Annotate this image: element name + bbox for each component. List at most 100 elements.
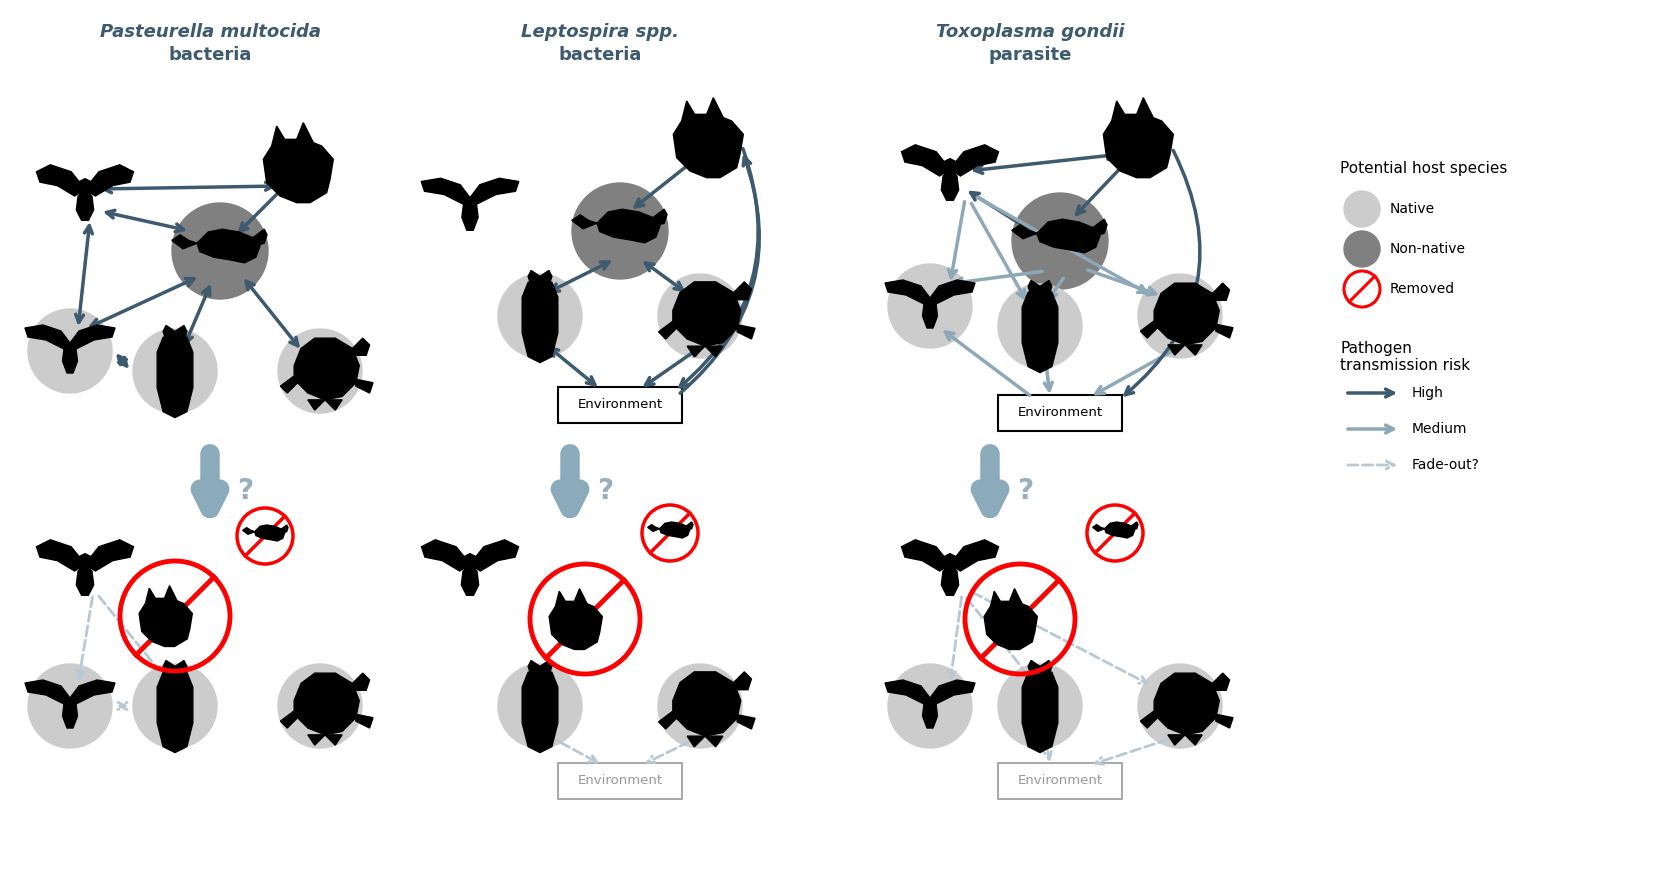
Polygon shape: [353, 338, 369, 355]
Polygon shape: [163, 325, 186, 344]
Polygon shape: [171, 235, 196, 248]
Polygon shape: [254, 229, 267, 246]
Text: Pathogen
transmission risk: Pathogen transmission risk: [1340, 341, 1471, 374]
Polygon shape: [942, 159, 959, 176]
Polygon shape: [1216, 714, 1232, 728]
Circle shape: [888, 664, 972, 748]
Polygon shape: [1140, 711, 1157, 728]
Circle shape: [573, 183, 668, 279]
Polygon shape: [1137, 98, 1153, 118]
Polygon shape: [71, 325, 114, 349]
Circle shape: [658, 274, 742, 358]
Polygon shape: [1009, 589, 1023, 603]
Polygon shape: [139, 598, 193, 647]
Polygon shape: [356, 380, 373, 393]
Text: parasite: parasite: [989, 46, 1071, 64]
Circle shape: [1138, 274, 1222, 358]
Polygon shape: [682, 101, 697, 121]
Polygon shape: [734, 282, 752, 300]
Circle shape: [171, 203, 269, 299]
Text: bacteria: bacteria: [559, 46, 641, 64]
Polygon shape: [470, 540, 519, 571]
Polygon shape: [165, 586, 176, 601]
Text: bacteria: bacteria: [168, 46, 252, 64]
Circle shape: [1343, 191, 1380, 227]
Text: ?: ?: [237, 477, 254, 505]
Polygon shape: [280, 376, 297, 393]
Polygon shape: [280, 711, 297, 728]
Polygon shape: [922, 698, 937, 728]
Polygon shape: [76, 564, 94, 596]
Polygon shape: [707, 98, 724, 118]
Polygon shape: [942, 564, 959, 596]
Polygon shape: [1023, 286, 1058, 373]
Polygon shape: [76, 189, 94, 220]
Polygon shape: [673, 282, 740, 346]
Polygon shape: [307, 400, 343, 411]
Circle shape: [1138, 664, 1222, 748]
Polygon shape: [1153, 673, 1219, 735]
Polygon shape: [556, 591, 568, 606]
Polygon shape: [930, 280, 975, 304]
Polygon shape: [1153, 283, 1219, 344]
Polygon shape: [62, 343, 77, 373]
Polygon shape: [1140, 321, 1157, 338]
Text: ?: ?: [598, 477, 613, 505]
Text: Medium: Medium: [1412, 422, 1467, 436]
Polygon shape: [950, 540, 999, 571]
Polygon shape: [1028, 661, 1051, 678]
Polygon shape: [522, 666, 557, 752]
Polygon shape: [1105, 522, 1135, 538]
Polygon shape: [737, 325, 756, 339]
Text: Environment: Environment: [578, 774, 663, 788]
Polygon shape: [272, 126, 287, 146]
Polygon shape: [902, 540, 950, 571]
Circle shape: [133, 664, 217, 748]
Polygon shape: [158, 666, 193, 752]
Polygon shape: [673, 115, 744, 178]
Text: Pasteurella multocida: Pasteurella multocida: [99, 23, 321, 41]
Circle shape: [1343, 231, 1380, 267]
Text: Leptospira spp.: Leptospira spp.: [520, 23, 678, 41]
Circle shape: [997, 664, 1081, 748]
Polygon shape: [1212, 673, 1229, 691]
FancyBboxPatch shape: [997, 763, 1122, 799]
Polygon shape: [421, 178, 470, 204]
Polygon shape: [885, 680, 930, 704]
Polygon shape: [196, 229, 260, 263]
Text: Toxoplasma gondii: Toxoplasma gondii: [935, 23, 1125, 41]
Polygon shape: [930, 680, 975, 704]
Polygon shape: [549, 602, 603, 649]
Text: Potential host species: Potential host species: [1340, 161, 1508, 176]
Polygon shape: [1169, 735, 1202, 745]
Circle shape: [29, 664, 112, 748]
Polygon shape: [462, 553, 479, 571]
Polygon shape: [146, 589, 156, 603]
Polygon shape: [71, 680, 114, 704]
Polygon shape: [1103, 115, 1174, 178]
Polygon shape: [307, 735, 343, 745]
Polygon shape: [470, 178, 519, 204]
Polygon shape: [529, 270, 552, 288]
Polygon shape: [1038, 219, 1100, 253]
Circle shape: [279, 664, 363, 748]
Polygon shape: [902, 144, 950, 176]
Circle shape: [279, 329, 363, 413]
Polygon shape: [86, 540, 134, 571]
Text: High: High: [1412, 386, 1444, 400]
Polygon shape: [687, 346, 724, 357]
Text: Native: Native: [1390, 202, 1436, 216]
Text: Environment: Environment: [1017, 406, 1103, 419]
Polygon shape: [1169, 344, 1202, 355]
Polygon shape: [687, 737, 724, 747]
Polygon shape: [264, 139, 334, 203]
Circle shape: [1012, 193, 1108, 289]
Polygon shape: [462, 197, 479, 230]
Polygon shape: [658, 322, 677, 339]
Text: Environment: Environment: [578, 398, 663, 411]
Polygon shape: [282, 525, 289, 533]
Polygon shape: [158, 331, 193, 418]
Circle shape: [499, 664, 583, 748]
Polygon shape: [950, 144, 999, 176]
Polygon shape: [1132, 522, 1138, 530]
